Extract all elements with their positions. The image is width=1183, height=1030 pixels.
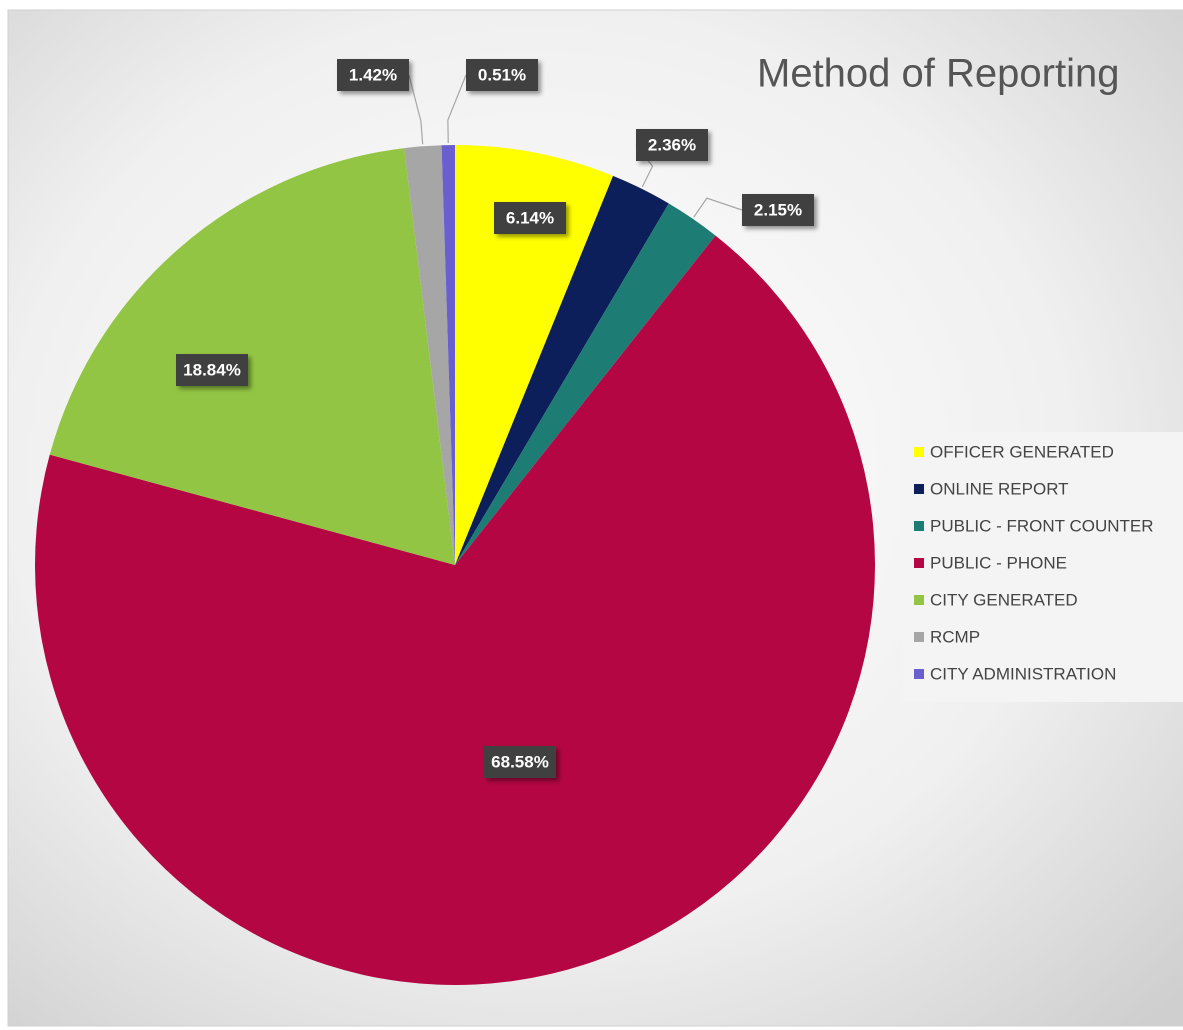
legend-label: PUBLIC - PHONE	[930, 553, 1067, 572]
data-label: 2.15%	[754, 200, 802, 219]
legend-label: PUBLIC - FRONT COUNTER	[930, 516, 1154, 535]
legend-swatch	[914, 632, 924, 642]
legend-label: CITY GENERATED	[930, 590, 1078, 609]
legend-swatch	[914, 447, 924, 457]
pie-slice	[455, 203, 716, 565]
legend-swatch	[914, 484, 924, 494]
data-label-box	[484, 746, 556, 778]
legend-label: CITY ADMINISTRATION	[930, 664, 1116, 683]
leader-line	[693, 197, 743, 218]
chart-title: Method of Reporting	[757, 52, 1119, 96]
legend-label: RCMP	[930, 627, 980, 646]
pie-slice	[404, 145, 455, 565]
legend-label: OFFICER GENERATED	[930, 442, 1114, 461]
data-label: 1.42%	[349, 65, 397, 84]
data-label-box	[494, 202, 566, 234]
data-label-box	[466, 59, 538, 91]
data-label-box	[337, 59, 409, 91]
pie-slice	[441, 145, 455, 565]
legend-swatch	[914, 558, 924, 568]
leader-line	[408, 74, 424, 145]
data-label-box	[176, 354, 248, 386]
legend-swatch	[914, 669, 924, 679]
legend-label: ONLINE REPORT	[930, 479, 1069, 498]
pie-slice	[455, 145, 614, 565]
pie-slice	[49, 148, 455, 565]
data-label-box	[636, 129, 708, 161]
legend-box	[903, 432, 1183, 702]
pie-slice	[35, 235, 876, 986]
pie-slice	[455, 175, 669, 565]
data-label-box	[742, 194, 814, 226]
data-label: 2.36%	[648, 135, 696, 154]
data-label: 68.58%	[491, 752, 549, 771]
data-label: 0.51%	[478, 65, 526, 84]
legend-swatch	[914, 595, 924, 605]
data-label: 6.14%	[506, 208, 554, 227]
legend-swatch	[914, 521, 924, 531]
data-label: 18.84%	[183, 360, 241, 379]
leader-line	[447, 74, 467, 144]
